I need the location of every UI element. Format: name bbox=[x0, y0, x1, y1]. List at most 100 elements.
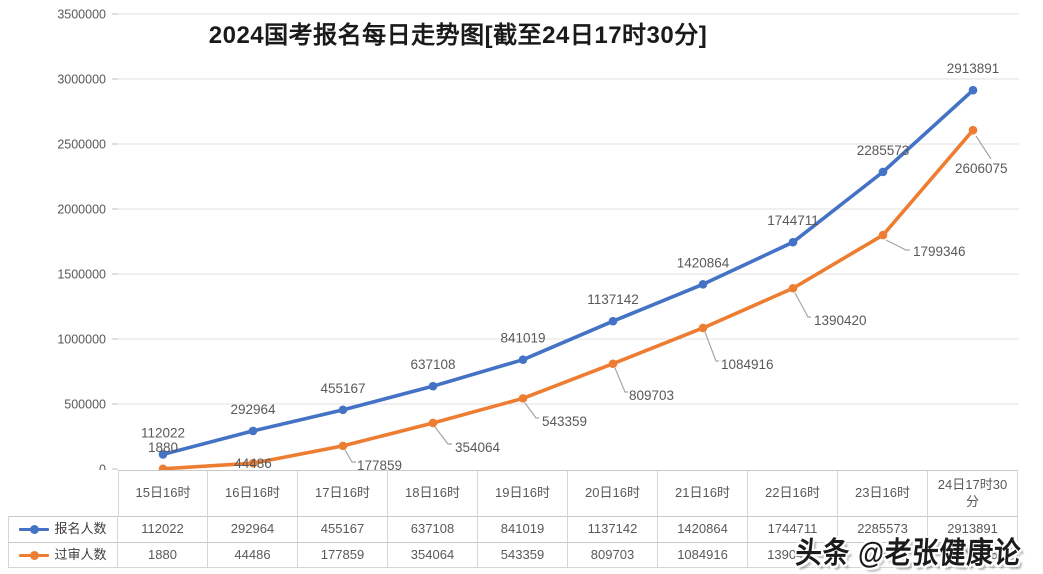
table-value-cell: 1744711 bbox=[748, 516, 838, 542]
data-point bbox=[158, 464, 168, 470]
data-point bbox=[518, 394, 528, 403]
table-header-cell: 23日16时 bbox=[838, 470, 928, 516]
table-header-cell: 22日16时 bbox=[748, 470, 838, 516]
data-label: 1390420 bbox=[814, 313, 867, 328]
data-point bbox=[518, 355, 528, 364]
series-name-label: 报名人数 bbox=[54, 521, 107, 537]
table-header-cell: 21日16时 bbox=[658, 470, 748, 516]
leader-line bbox=[614, 367, 628, 393]
legend-item-signup: 报名人数 bbox=[8, 516, 118, 542]
approved-series-key-icon bbox=[19, 550, 50, 560]
table-header-cell: 18日16时 bbox=[388, 470, 478, 516]
data-point bbox=[248, 458, 258, 468]
data-label: 1799346 bbox=[913, 244, 966, 259]
y-axis-tick-label: 1500000 bbox=[57, 268, 106, 282]
series-name-label: 过审人数 bbox=[54, 546, 107, 562]
table-value-cell: 354064 bbox=[388, 542, 478, 568]
data-point bbox=[968, 125, 978, 135]
data-label: 1744711 bbox=[767, 213, 819, 228]
table-value-cell: 1390420 bbox=[748, 542, 838, 568]
table-value-cell: 1799346 bbox=[838, 542, 928, 568]
table-value-cell: 809703 bbox=[568, 542, 658, 568]
table-value-cell: 2285573 bbox=[838, 516, 928, 542]
data-point bbox=[698, 323, 708, 333]
data-point bbox=[428, 418, 438, 428]
table-value-cell: 1880 bbox=[118, 542, 208, 568]
watermark: 头条 @老张健康论 bbox=[794, 537, 1023, 570]
leader-line bbox=[975, 135, 992, 160]
data-label: 292964 bbox=[230, 402, 276, 417]
leader-line bbox=[885, 239, 910, 251]
table-value-cell: 292964 bbox=[208, 516, 298, 542]
table-corner-cell bbox=[8, 470, 118, 516]
data-label: 2606075 bbox=[955, 161, 1008, 176]
data-label: 112022 bbox=[141, 425, 185, 440]
table-header-cell: 17日16时 bbox=[298, 470, 388, 516]
y-axis-tick-label: 3000000 bbox=[57, 73, 106, 87]
y-axis-tick-label: 2000000 bbox=[57, 203, 106, 217]
data-label: 543359 bbox=[542, 414, 587, 429]
table-value-cell: 112022 bbox=[118, 516, 208, 542]
y-axis-tick-label: 2500000 bbox=[57, 138, 106, 152]
chart-title: 2024国考报名每日走势图[截至24日17时30分] bbox=[208, 22, 708, 49]
data-label: 177859 bbox=[357, 458, 402, 470]
table-value-cell: 1084916 bbox=[658, 542, 748, 568]
table-value-cell: 44486 bbox=[208, 542, 298, 568]
leader-line bbox=[524, 402, 539, 419]
y-axis-tick-label: 500000 bbox=[64, 398, 106, 412]
y-axis-tick-label: 1000000 bbox=[57, 333, 106, 347]
data-point bbox=[608, 359, 618, 369]
data-point bbox=[338, 441, 348, 451]
table-value-cell: 543359 bbox=[478, 542, 568, 568]
data-point bbox=[428, 381, 438, 391]
data-point bbox=[338, 405, 348, 415]
table-value-cell: 1420864 bbox=[658, 516, 748, 542]
y-axis-tick-label: 0 bbox=[99, 463, 106, 471]
data-point bbox=[968, 85, 978, 95]
table-header-cell: 24日17时30分 bbox=[928, 470, 1018, 516]
data-point bbox=[608, 316, 618, 326]
data-label: 1420864 bbox=[677, 255, 730, 270]
leader-line bbox=[344, 449, 356, 463]
data-label: 1137142 bbox=[587, 292, 639, 307]
data-point bbox=[788, 237, 798, 247]
data-label: 2285573 bbox=[857, 143, 910, 158]
y-axis-tick-label: 3500000 bbox=[57, 8, 106, 22]
data-point bbox=[158, 450, 168, 459]
data-point bbox=[878, 167, 888, 177]
data-label: 354064 bbox=[455, 440, 501, 455]
table-value-cell: 2913891 bbox=[928, 516, 1018, 542]
table-value-cell: 177859 bbox=[298, 542, 388, 568]
data-table: 15日16时 16日16时 17日16时 18日16时 19日16时 20日16时 21日1… bbox=[8, 470, 1018, 568]
data-label: 455167 bbox=[320, 381, 365, 396]
table-value-cell: 455167 bbox=[298, 516, 388, 542]
table-header-cell: 15日16时 bbox=[118, 470, 208, 516]
data-label: 1880 bbox=[148, 440, 178, 455]
data-point bbox=[698, 279, 708, 289]
table-header-cell: 20日16时 bbox=[568, 470, 658, 516]
signup-series-key-icon bbox=[19, 525, 50, 534]
data-label: 2913891 bbox=[947, 61, 1000, 76]
data-label: 637108 bbox=[410, 357, 455, 372]
data-label: 809703 bbox=[629, 388, 674, 403]
data-point bbox=[248, 426, 258, 436]
table-value-cell: 1137142 bbox=[568, 516, 658, 542]
leader-line bbox=[704, 331, 719, 362]
plot-area: 0 500000 1000000 1500000 2000000 2500000 30000… bbox=[57, 8, 1019, 471]
data-point bbox=[878, 230, 888, 240]
leader-line bbox=[434, 426, 452, 445]
leader-line bbox=[794, 292, 811, 318]
data-point bbox=[788, 283, 798, 293]
table-header-cell: 19日16时 bbox=[478, 470, 568, 516]
data-label: 44486 bbox=[234, 456, 272, 470]
table-value-cell: 637108 bbox=[388, 516, 478, 542]
table-value-cell: 2606075 bbox=[928, 542, 1018, 568]
data-label: 841019 bbox=[500, 331, 545, 346]
data-label: 1084916 bbox=[721, 357, 774, 372]
table-header-cell: 16日16时 bbox=[208, 470, 298, 516]
table-value-cell: 841019 bbox=[478, 516, 568, 542]
legend-item-approved: 过审人数 bbox=[8, 542, 118, 568]
approved-series-line bbox=[161, 128, 975, 470]
signup-series-line bbox=[161, 88, 975, 457]
